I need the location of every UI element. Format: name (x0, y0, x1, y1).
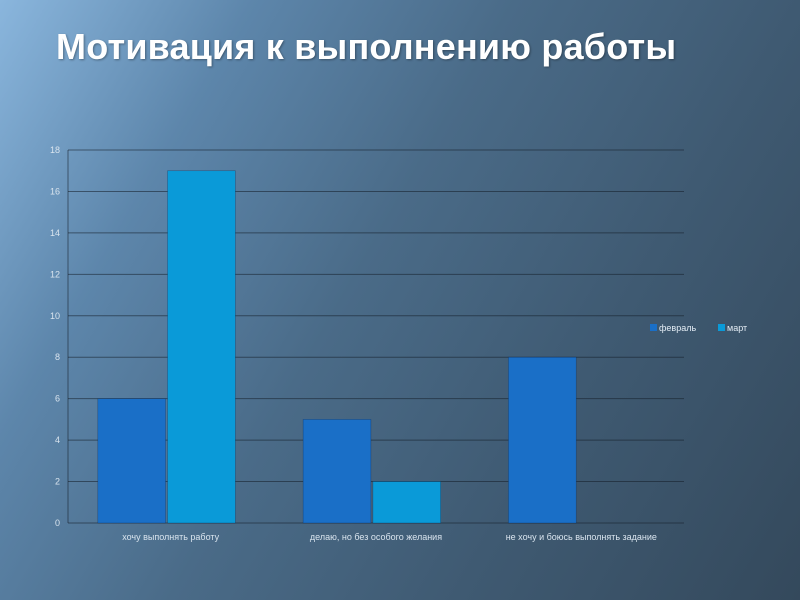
slide-title: Мотивация к выполнению работы (56, 26, 677, 67)
y-tick-label: 0 (55, 518, 60, 528)
y-tick-label: 6 (55, 394, 60, 404)
x-tick-label: хочу выполнять работу (122, 532, 219, 542)
legend-label: март (727, 323, 747, 333)
y-tick-label: 16 (50, 186, 60, 196)
y-tick-label: 18 (50, 145, 60, 155)
bar-февраль-2 (508, 356, 577, 524)
y-tick-label: 4 (55, 435, 60, 445)
bar-февраль-1 (302, 419, 372, 524)
y-tick-label: 12 (50, 269, 60, 279)
y-axis-ticks: 0 2 4 6 8 10 12 14 16 18 (50, 145, 60, 528)
bar-март-0 (167, 170, 236, 524)
legend: февраль март (650, 323, 747, 333)
legend-swatch (718, 324, 725, 331)
legend-label: февраль (659, 323, 696, 333)
x-axis-ticks: хочу выполнять работу делаю, но без особо… (122, 532, 657, 542)
legend-item-март: март (718, 323, 747, 333)
y-tick-label: 2 (55, 477, 60, 487)
bar-март-1 (372, 481, 441, 524)
bars (97, 170, 577, 524)
x-tick-label: делаю, но без особого желания (310, 532, 442, 542)
legend-item-февраль: февраль (650, 323, 696, 333)
x-tick-label: не хочу и боюсь выполнять задание (506, 532, 657, 542)
y-tick-label: 14 (50, 228, 60, 238)
legend-swatch (650, 324, 657, 331)
y-tick-label: 10 (50, 311, 60, 321)
y-tick-label: 8 (55, 352, 60, 362)
bar-февраль-0 (97, 398, 166, 524)
